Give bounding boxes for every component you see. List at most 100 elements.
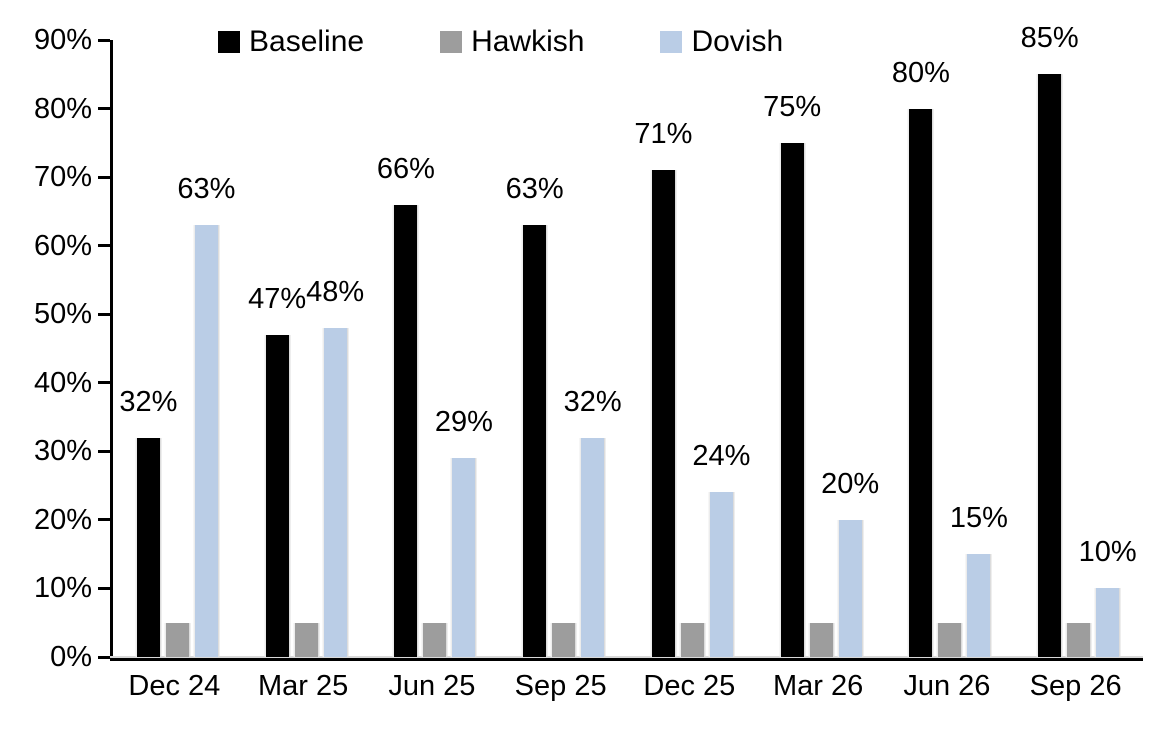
legend-item-baseline: Baseline — [218, 27, 364, 57]
bar-baseline-jun-26 — [909, 108, 933, 657]
y-axis-tick — [98, 312, 110, 316]
y-axis-tick-label: 60% — [33, 229, 92, 262]
y-axis-tick — [98, 38, 110, 42]
x-axis-label-jun-25: Jun 25 — [388, 670, 476, 702]
bar-hawkish-mar-25 — [294, 622, 318, 657]
bar-group-sep-25: 63% 32% — [499, 40, 628, 657]
y-axis-tick — [98, 175, 110, 179]
data-label-baseline-sep-26: 85% — [1020, 22, 1079, 55]
data-label-dovish-mar-25: 48% — [306, 275, 365, 308]
plot-area: 32% 63% 47% 48% 66% 29% 63% 32% 71% 24% 75% 20% 80% 1… — [34, 24, 1143, 672]
bar-group-mar-25: 47% 48% — [242, 40, 371, 657]
y-axis-tick-label: 0% — [50, 641, 92, 673]
legend-swatch-hawkish — [440, 31, 463, 53]
bar-slot-baseline-dec-24: 32% — [119, 387, 177, 657]
bar-baseline-mar-25 — [265, 334, 289, 657]
data-label-baseline-mar-25: 47% — [248, 282, 307, 315]
data-label-baseline-dec-25: 71% — [634, 118, 693, 151]
x-axis-label-dec-24: Dec 24 — [128, 670, 221, 702]
y-axis-tick-label: 30% — [33, 435, 92, 468]
legend-item-hawkish: Hawkish — [440, 27, 584, 57]
y-axis-tick — [98, 655, 110, 659]
x-axis-label-sep-25: Sep 25 — [514, 670, 607, 702]
data-label-dovish-sep-25: 32% — [563, 385, 622, 418]
data-label-baseline-mar-26: 75% — [763, 90, 822, 123]
bar-group-jun-25: 66% 29% — [371, 40, 500, 657]
bar-slot-dovish-mar-25: 48% — [306, 277, 364, 657]
bar-slot-baseline-sep-25: 63% — [506, 175, 564, 657]
bar-dovish-jun-25 — [452, 458, 476, 657]
bar-slot-hawkish-sep-26 — [1067, 622, 1091, 657]
data-label-dovish-jun-25: 29% — [434, 406, 493, 439]
bar-slot-dovish-sep-26: 10% — [1079, 538, 1137, 657]
bar-slot-hawkish-dec-24 — [165, 622, 189, 657]
x-axis-label-mar-25: Mar 25 — [257, 670, 349, 702]
bar-slot-hawkish-jun-25 — [423, 622, 447, 657]
bar-baseline-dec-25 — [651, 170, 675, 657]
bar-slot-baseline-sep-26: 85% — [1021, 24, 1079, 657]
data-label-dovish-sep-26: 10% — [1078, 536, 1137, 569]
bar-slot-hawkish-dec-25 — [680, 622, 704, 657]
bar-slot-dovish-dec-24: 63% — [177, 175, 235, 657]
bar-group-mar-26: 75% 20% — [757, 40, 886, 657]
chart-legend: Baseline Hawkish Dovish — [218, 27, 783, 57]
bar-slot-dovish-jun-26: 15% — [950, 504, 1008, 657]
x-axis-label-sep-26: Sep 26 — [1029, 670, 1122, 702]
legend-label: Dovish — [691, 25, 784, 58]
bar-group-dec-24: 32% 63% — [113, 40, 242, 657]
bar-baseline-jun-25 — [394, 204, 418, 657]
bar-slot-baseline-dec-25: 71% — [634, 120, 692, 657]
bar-baseline-sep-25 — [523, 225, 547, 657]
y-axis-tick — [98, 586, 110, 590]
bar-hawkish-dec-25 — [680, 622, 704, 657]
bar-groups: 32% 63% 47% 48% 66% 29% 63% 32% 71% 24% 75% 20% 80% 1… — [113, 24, 1143, 657]
legend-label: Baseline — [249, 25, 365, 58]
bar-slot-dovish-dec-25: 24% — [692, 442, 750, 657]
y-axis-tick-label: 10% — [33, 572, 92, 605]
data-label-dovish-mar-26: 20% — [821, 467, 880, 500]
x-axis-labels: Dec 24 Mar 25 Jun 25 Sep 25 Dec 25 Mar 26 Jun … — [110, 672, 1140, 701]
bar-slot-baseline-jun-25: 66% — [377, 154, 435, 657]
bar-slot-baseline-jun-26: 80% — [892, 58, 950, 657]
bar-slot-baseline-mar-26: 75% — [763, 92, 821, 657]
bar-slot-dovish-sep-25: 32% — [564, 387, 622, 657]
bar-dovish-mar-26 — [838, 519, 862, 657]
bar-slot-baseline-mar-25: 47% — [248, 284, 306, 657]
y-axis-tick — [98, 244, 110, 248]
bar-group-sep-26: 85% 10% — [1014, 24, 1143, 657]
y-axis-tick-label: 80% — [33, 92, 92, 125]
data-label-dovish-dec-25: 24% — [692, 440, 751, 473]
bar-group-dec-25: 71% 24% — [628, 40, 757, 657]
bar-hawkish-jun-25 — [423, 622, 447, 657]
bar-slot-hawkish-jun-26 — [938, 622, 962, 657]
y-axis-tick — [98, 381, 110, 385]
bar-dovish-jun-26 — [967, 554, 991, 657]
y-axis-tick-label: 20% — [33, 503, 92, 536]
x-axis-label-jun-26: Jun 26 — [903, 670, 991, 702]
bar-slot-hawkish-mar-25 — [294, 622, 318, 657]
bar-slot-dovish-jun-25: 29% — [435, 408, 493, 657]
y-axis-tick-label: 50% — [33, 298, 92, 331]
data-label-baseline-sep-25: 63% — [505, 173, 564, 206]
bar-slot-dovish-mar-26: 20% — [821, 469, 879, 657]
bar-hawkish-sep-26 — [1067, 622, 1091, 657]
data-label-dovish-jun-26: 15% — [949, 502, 1008, 535]
y-axis-tick-label: 90% — [33, 24, 92, 56]
bar-dovish-sep-26 — [1096, 588, 1120, 657]
bar-dovish-sep-25 — [581, 437, 605, 657]
bar-slot-hawkish-sep-25 — [552, 622, 576, 657]
data-label-baseline-jun-25: 66% — [376, 152, 435, 185]
bar-hawkish-mar-26 — [809, 622, 833, 657]
bar-baseline-dec-24 — [136, 437, 160, 657]
x-axis-shadow-line — [110, 656, 1143, 658]
y-axis-tick — [98, 449, 110, 453]
bar-hawkish-dec-24 — [165, 622, 189, 657]
y-axis-tick-label: 40% — [33, 366, 92, 399]
x-axis-label-dec-25: Dec 25 — [643, 670, 736, 702]
y-axis-tick-label: 70% — [33, 161, 92, 194]
bar-baseline-sep-26 — [1038, 74, 1062, 657]
bar-baseline-mar-26 — [780, 142, 804, 657]
y-axis-tick — [98, 518, 110, 522]
y-axis-tick — [98, 107, 110, 111]
